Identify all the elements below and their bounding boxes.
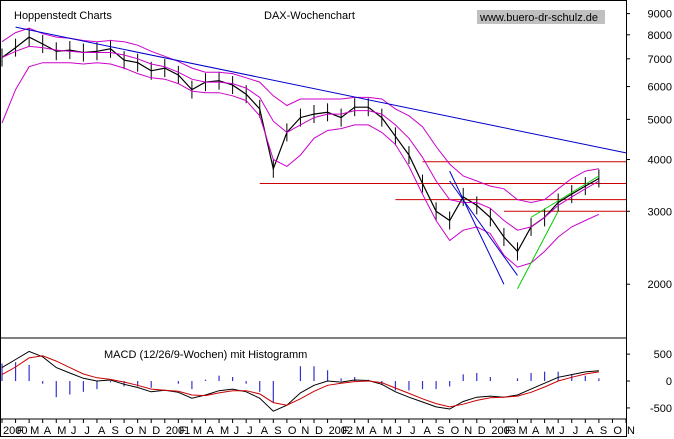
axis-ticks: 900080007000600050004000300020005000-500… [1,9,672,437]
y-tick-label: 7000 [648,54,672,66]
x-tick-label: J [396,425,402,437]
x-tick-label: F [342,425,349,437]
x-tick-label: O [613,425,622,437]
x-tick-label: J [247,425,253,437]
main-panel [1,26,627,290]
chart-frame [0,0,627,437]
x-tick-label: D [315,425,323,437]
x-tick-label: A [206,425,214,437]
bollinger-upper-line [1,27,599,204]
x-tick-label: J [573,425,579,437]
trendline-2 [449,180,518,276]
y-tick-label: 6000 [648,82,672,94]
chart-title: DAX-Wochenchart [264,10,355,22]
x-tick-label: J [559,425,565,437]
x-tick-label: N [139,425,147,437]
x-tick-label: N [464,425,472,437]
x-tick-label: N [627,425,635,437]
x-tick-label: J [234,425,240,437]
x-tick-label: A [586,425,594,437]
x-tick-label: M [518,425,527,437]
x-tick-label: A [261,425,269,437]
macd-line [1,350,599,412]
x-tick-label: M [383,425,392,437]
x-tick-label: O [451,425,460,437]
x-tick-label: O [288,425,297,437]
x-tick-label: M [220,425,229,437]
y-tick-label: 9000 [648,9,672,21]
x-tick-label: A [98,425,106,437]
trendline-0 [15,26,627,154]
x-tick-label: M [30,425,39,437]
x-tick-label: O [125,425,134,437]
x-tick-label: S [274,425,281,437]
x-tick-label: A [44,425,52,437]
trendline-1 [449,170,505,285]
x-tick-label: F [505,425,512,437]
x-tick-label: D [478,425,486,437]
x-tick-label: A [424,425,432,437]
x-tick-label: J [84,425,90,437]
macd-label: MACD (12/26/9-Wochen) mit Histogramm [104,349,307,361]
bollinger-lower-line [1,62,600,268]
watermark-box [477,10,605,24]
x-tick-label: A [369,425,377,437]
macd-y-tick-label: 500 [654,349,672,361]
macd-y-tick-label: -500 [650,403,672,415]
y-tick-label: 4000 [648,155,672,167]
x-tick-label: N [301,425,309,437]
macd-panel [1,350,600,412]
x-tick-label: J [410,425,416,437]
x-tick-label: D [152,425,160,437]
source-label: Hoppenstedt Charts [14,10,112,22]
x-tick-label: A [532,425,540,437]
x-tick-label: S [600,425,607,437]
y-tick-label: 8000 [648,30,672,42]
y-tick-label: 3000 [648,206,672,218]
x-tick-label: 2003 [491,425,515,437]
x-tick-label: J [71,425,77,437]
trendline-3 [517,211,559,290]
plot-border [0,0,627,437]
moving-average-line [1,45,600,231]
y-tick-label: 5000 [648,114,672,126]
x-tick-label: F [17,425,24,437]
x-tick-label: 2000 [3,425,27,437]
x-tick-label: S [112,425,119,437]
watermark-label: www.buero-dr-schulz.de [479,12,598,24]
x-tick-label: F [179,425,186,437]
y-tick-label: 2000 [648,279,672,291]
x-tick-label: M [193,425,202,437]
x-tick-label: 2002 [329,425,353,437]
trendline-4 [530,175,600,218]
macd-y-tick-label: 0 [666,376,672,388]
x-tick-label: 2001 [166,425,190,437]
signal-line [1,355,599,408]
x-tick-label: M [57,425,66,437]
x-tick-label: S [437,425,444,437]
x-tick-label: M [356,425,365,437]
price-line [1,36,600,253]
x-tick-label: M [546,425,555,437]
